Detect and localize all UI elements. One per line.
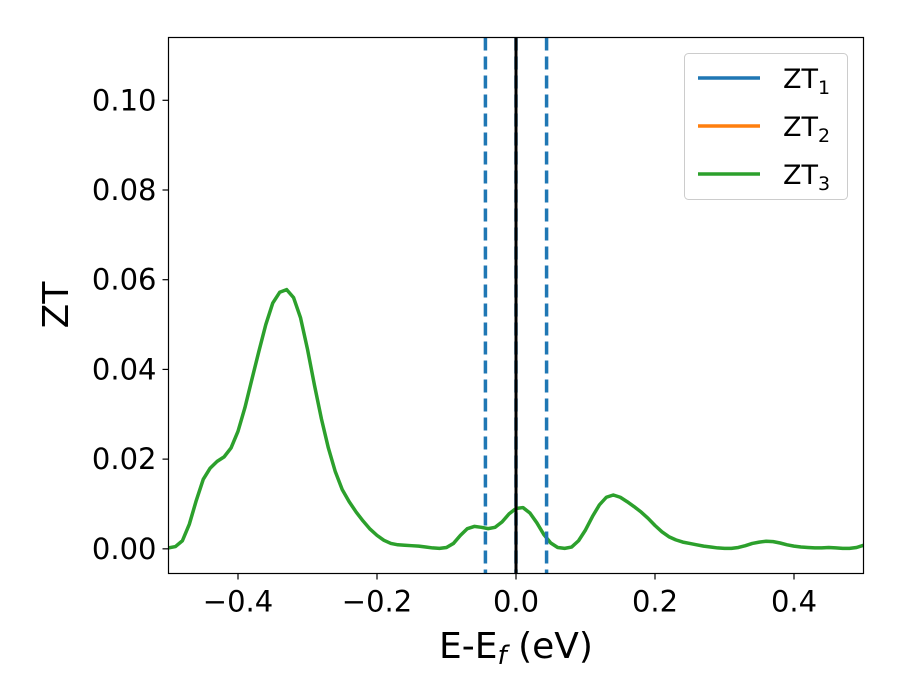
- legend-label-1: ZT1: [783, 64, 830, 99]
- legend-label-2: ZT2: [783, 112, 830, 147]
- x-tick-label: 0.4: [771, 585, 817, 619]
- x-axis-label-unit: (eV): [507, 626, 593, 667]
- y-tick-label: 0.10: [92, 83, 157, 117]
- legend-label-3: ZT3: [783, 160, 830, 195]
- y-tick-label: 0.04: [92, 352, 157, 386]
- plot-area: [168, 37, 864, 574]
- y-tick-label: 0.02: [92, 442, 157, 476]
- y-tick-label: 0.00: [92, 532, 157, 566]
- x-axis-label: E-Ef (eV): [439, 626, 593, 671]
- x-axis: −0.4 −0.2 0.0 0.2 0.4: [203, 573, 817, 619]
- y-axis: 0.00 0.02 0.04 0.06 0.08 0.10: [92, 83, 169, 566]
- legend: ZT1 ZT2 ZT3: [684, 53, 848, 200]
- legend-frame: [684, 53, 848, 200]
- x-tick-label: 0.2: [632, 585, 678, 619]
- y-tick-label: 0.08: [92, 173, 157, 207]
- y-tick-label: 0.06: [92, 263, 157, 297]
- y-axis-label: ZT: [36, 281, 77, 329]
- x-axis-label-main: E-E: [439, 626, 497, 667]
- x-tick-label: 0.0: [493, 585, 539, 619]
- x-tick-label: −0.2: [342, 585, 412, 619]
- x-tick-label: −0.4: [203, 585, 273, 619]
